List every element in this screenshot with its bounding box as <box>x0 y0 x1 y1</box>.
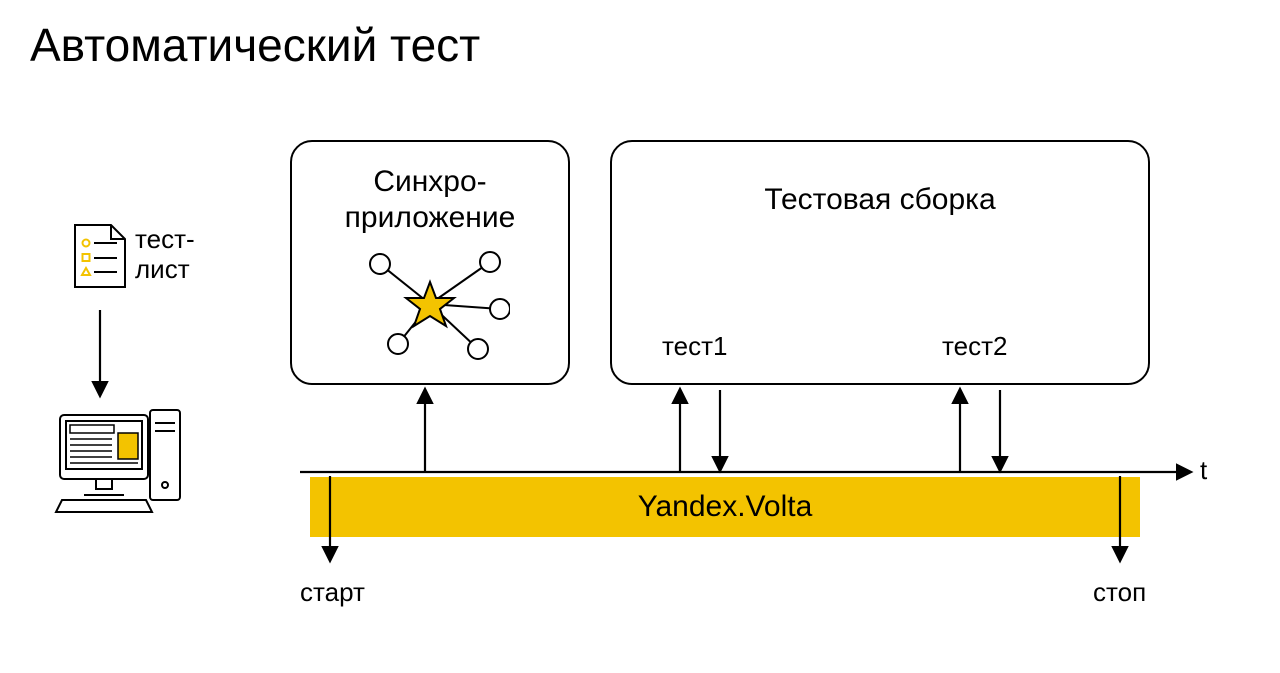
volta-bar-label: Yandex.Volta <box>638 490 813 524</box>
box-sync-app: Синхро- приложение <box>290 140 570 385</box>
document-icon <box>75 225 125 287</box>
axis-t-label: t <box>1200 456 1207 486</box>
computer-icon <box>56 410 180 512</box>
volta-bar: Yandex.Volta <box>310 477 1140 537</box>
box-sync-line1: Синхро- <box>373 165 486 198</box>
test1-label: тест1 <box>662 332 727 362</box>
box-test-build: Тестовая сборка тест1 тест2 <box>610 140 1150 385</box>
test2-label: тест2 <box>942 332 1007 362</box>
stop-label: стоп <box>1093 578 1146 608</box>
slide: Автоматический тест тест- лист Синхро- п… <box>0 0 1280 673</box>
box-build-label: Тестовая сборка <box>612 182 1148 218</box>
start-label: старт <box>300 578 365 608</box>
testlist-label: тест- лист <box>135 225 195 285</box>
box-sync-line2: приложение <box>345 201 516 234</box>
star-network-icon <box>350 244 510 364</box>
box-sync-label: Синхро- приложение <box>292 164 568 236</box>
testlist-label-line2: лист <box>135 254 190 284</box>
testlist-label-line1: тест- <box>135 224 195 254</box>
page-title: Автоматический тест <box>30 18 480 72</box>
